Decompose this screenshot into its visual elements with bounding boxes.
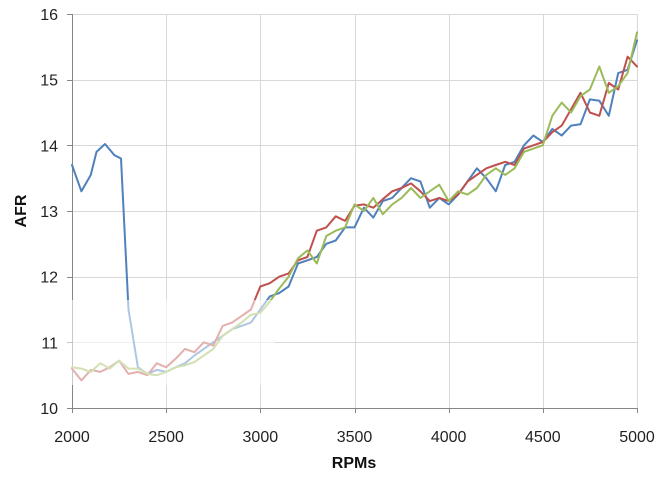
y-tick-label: 11 [41, 335, 58, 352]
y-axis-title: AFR [13, 194, 30, 227]
watermark-overlay [60, 300, 275, 385]
gridlines [72, 14, 638, 408]
x-tick-label: 4500 [525, 429, 561, 446]
y-tick-label: 10 [40, 401, 58, 418]
tick-labels: 10 11 12 13 14 15 16 2000 2500 3000 3500 4000 4500 50… [40, 7, 655, 446]
y-tick-label: 14 [40, 138, 58, 155]
y-tick-label: 12 [40, 270, 58, 287]
y-tick-label: 16 [40, 7, 58, 24]
x-tick-label: 4000 [431, 429, 467, 446]
y-tick-label: 13 [40, 204, 58, 221]
x-tick-label: 2500 [148, 429, 184, 446]
x-tick-label: 5000 [619, 429, 655, 446]
x-tick-label: 3000 [243, 429, 279, 446]
y-tick-label: 15 [40, 73, 58, 90]
x-tick-label: 3500 [337, 429, 373, 446]
x-axis-title: RPMs [332, 455, 377, 472]
x-tick-label: 2000 [54, 429, 90, 446]
